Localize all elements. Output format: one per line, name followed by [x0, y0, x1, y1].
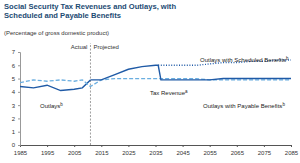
y-tick-label: 5: [12, 76, 16, 82]
line-outlays-with-payable-benefits: [90, 65, 291, 80]
x-tick-label: 2015: [95, 150, 109, 156]
x-tick-label: 1995: [41, 150, 55, 156]
y-tick-mark: [18, 79, 20, 80]
x-tick: 2035: [149, 145, 163, 156]
subtitle: (Percentage of gross domestic product): [4, 30, 109, 36]
x-tick-label: 2055: [204, 150, 218, 156]
annotation: Projected: [93, 44, 118, 50]
x-tick-label: 2075: [258, 150, 272, 156]
x-tick-label: 2085: [285, 150, 299, 156]
y-tick-label: 3: [12, 103, 16, 109]
x-tick: 1995: [41, 145, 55, 156]
y-tick: 7: [12, 49, 20, 55]
plot-area: [20, 60, 291, 91]
x-tick: 2015: [95, 145, 109, 156]
x-tick-mark: [47, 145, 48, 147]
y-tick-label: 1: [12, 129, 16, 135]
series-label-note: a: [185, 89, 188, 94]
x-tick-mark: [74, 145, 75, 147]
x-tick-mark: [101, 145, 102, 147]
x-tick-label: 1985: [14, 150, 28, 156]
y-tick: 5: [12, 76, 20, 82]
y-tick-label: 7: [12, 49, 16, 55]
x-tick: 1985: [14, 145, 28, 156]
y-axis-line: [18, 53, 21, 146]
y-tick: 3: [12, 103, 20, 109]
x-tick-mark: [183, 145, 184, 147]
x-tick-label: 2045: [176, 150, 190, 156]
series-label-note: b: [286, 56, 289, 61]
x-tick-mark: [156, 145, 157, 147]
x-tick-mark: [237, 145, 238, 147]
chart: Social Security Tax Revenues and Outlays…: [0, 0, 300, 163]
series-label-note: b: [282, 102, 285, 107]
x-tick: 2045: [176, 145, 190, 156]
x-tick: 2055: [204, 145, 218, 156]
y-tick: 1: [12, 129, 20, 135]
series-label-name: Outlays with Payable Benefits: [203, 103, 282, 109]
projection-divider: [90, 43, 91, 145]
title: Social Security Tax Revenues and Outlays…: [4, 2, 176, 20]
series-label-name: Outlays: [40, 103, 60, 109]
x-tick-label: 2025: [122, 150, 136, 156]
x-tick: 2065: [231, 145, 245, 156]
series-label: Outlays with Payable Benefitsb: [203, 102, 285, 110]
annotation: Actual: [71, 44, 88, 50]
line-outlays: [20, 80, 90, 91]
series-label-note: b: [60, 102, 63, 107]
series-label-name: Tax Revenue: [150, 90, 186, 96]
series-label: Outlaysb: [40, 102, 63, 110]
x-tick-mark: [264, 145, 265, 147]
y-tick-label: 2: [12, 116, 16, 122]
x-tick: 2005: [68, 145, 82, 156]
x-tick-label: 2035: [149, 150, 163, 156]
x-tick-label: 2065: [231, 150, 245, 156]
y-tick-mark: [18, 65, 20, 66]
y-tick-mark: [18, 105, 20, 106]
x-tick: 2085: [285, 145, 299, 156]
y-tick-mark: [18, 52, 20, 53]
y-tick-label: 6: [12, 63, 16, 69]
y-tick-mark: [18, 92, 20, 93]
series-label-name: Outlays with Scheduled Benefits: [200, 57, 286, 63]
series-label: Outlays with Scheduled Benefitsb: [200, 56, 289, 64]
x-tick: 2025: [122, 145, 136, 156]
x-axis: 1985 1995 2005 2015 2025 2035 2045 2055 2065 2075…: [14, 145, 299, 156]
series-label: Tax Revenuea: [150, 89, 188, 97]
title-line: Social Security Tax Revenues and Outlays…: [4, 2, 176, 11]
y-tick-mark: [18, 118, 20, 119]
x-tick-mark: [291, 145, 292, 147]
y-tick: 6: [12, 63, 20, 69]
x-tick-mark: [128, 145, 129, 147]
x-tick: 2075: [258, 145, 272, 156]
line-tax-revenue: [20, 79, 291, 87]
title-line: Scheduled and Payable Benefits: [4, 11, 121, 20]
y-tick-label: 0: [12, 142, 16, 148]
x-tick-label: 2005: [68, 150, 82, 156]
x-axis-line: [21, 146, 292, 148]
y-axis: 0 1 2 3 4 5 6 7: [12, 49, 21, 148]
y-tick: 2: [12, 116, 20, 122]
y-tick-mark: [18, 132, 20, 133]
x-tick-mark: [210, 145, 211, 147]
y-tick-mark: [18, 145, 20, 146]
y-tick: 0: [12, 142, 20, 148]
y-tick-label: 4: [12, 89, 16, 95]
y-tick: 4: [12, 89, 20, 95]
